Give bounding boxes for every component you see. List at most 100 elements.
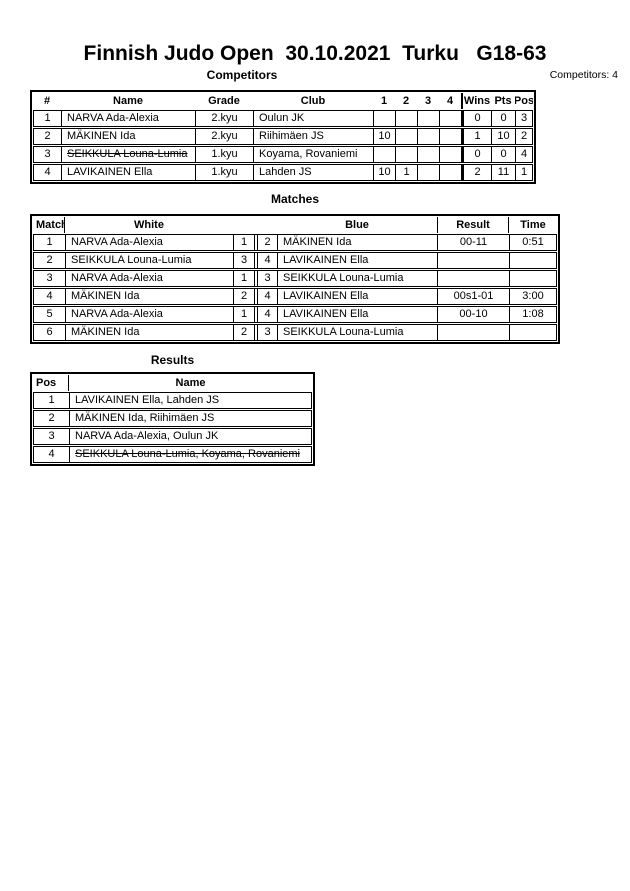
col-header-wins: Wins xyxy=(461,93,491,109)
cell-blue-comp-num: 4 xyxy=(258,289,278,304)
cell-blue-comp-num: 4 xyxy=(258,253,278,268)
col-header-match: Match xyxy=(33,217,65,233)
competitors-section-heading: Competitors xyxy=(206,68,278,82)
table-row: 2 MÄKINEN Ida 2.kyu Riihimäen JS 10 1 10… xyxy=(33,128,533,145)
cell-round-1 xyxy=(374,111,396,126)
cell-result xyxy=(438,325,510,340)
white-blue-divider xyxy=(254,325,258,340)
results-header-row: Pos Name xyxy=(33,375,312,391)
cell-blue-name: SEIKKULA Louna-Lumia xyxy=(278,325,438,340)
col-header-white: White xyxy=(134,218,164,231)
cell-round-1: 10 xyxy=(374,165,396,180)
col-header-number: # xyxy=(43,94,51,107)
results-table: Pos Name 1 LAVIKAINEN Ella, Lahden JS 2 … xyxy=(30,372,315,466)
cell-number: 4 xyxy=(34,165,62,180)
cell-name: LAVIKAINEN Ella, Lahden JS xyxy=(75,394,220,406)
col-header-round-1: 1 xyxy=(380,94,388,107)
col-header-time: Time xyxy=(520,218,546,231)
cell-white-comp-num: 2 xyxy=(240,290,248,302)
cell-result: 00-11 xyxy=(438,235,510,250)
col-header-blue: Blue xyxy=(345,218,369,231)
matches-header-row: Match White Blue Result Time xyxy=(33,217,557,233)
cell-pts: 0 xyxy=(492,147,516,162)
cell-blue-name: LAVIKAINEN Ella xyxy=(278,253,438,268)
cell-name: SEIKKULA Louna-Lumia, Koyama, Rovaniemi xyxy=(75,448,301,460)
cell-blue-name: LAVIKAINEN Ella xyxy=(278,307,438,322)
cell-white-comp-num: 2 xyxy=(240,326,248,338)
cell-round-1 xyxy=(374,147,396,162)
cell-time: 3:00 xyxy=(522,290,544,302)
cell-round-2: 1 xyxy=(396,165,418,180)
cell-pos: 4 xyxy=(34,447,70,462)
cell-round-4 xyxy=(440,129,462,144)
table-row: 5 NARVA Ada-Alexia 1 4 LAVIKAINEN Ella 0… xyxy=(33,306,557,323)
col-header-round-2: 2 xyxy=(402,94,410,107)
cell-blue-name: SEIKKULA Louna-Lumia xyxy=(278,271,438,286)
cell-blue-comp-num: 3 xyxy=(258,325,278,340)
cell-round-4 xyxy=(440,165,462,180)
cell-round-3 xyxy=(418,147,440,162)
cell-round-4 xyxy=(440,111,462,126)
col-header-pts: Pts xyxy=(494,94,512,107)
cell-grade: 1.kyu xyxy=(196,165,254,180)
cell-pos: 3 xyxy=(520,112,528,124)
cell-match-num: 4 xyxy=(34,289,66,304)
cell-blue-comp-num: 2 xyxy=(258,235,278,250)
cell-number: 3 xyxy=(34,147,62,162)
cell-time: 1:08 xyxy=(522,308,544,320)
cell-pos: 1 xyxy=(34,393,70,408)
competitors-count: Competitors: 4 xyxy=(549,69,618,81)
cell-number: 2 xyxy=(34,129,62,144)
cell-result xyxy=(438,271,510,286)
cell-white-name: MÄKINEN Ida xyxy=(66,325,234,340)
col-header-result: Result xyxy=(437,217,509,233)
col-header-round-4: 4 xyxy=(446,94,454,107)
cell-round-2 xyxy=(396,147,418,162)
cell-wins: 1 xyxy=(462,129,492,144)
cell-pos: 2 xyxy=(520,130,528,142)
cell-white-name: NARVA Ada-Alexia xyxy=(66,235,234,250)
col-header-name: Name xyxy=(113,94,143,107)
cell-club: Koyama, Rovaniemi xyxy=(254,147,374,162)
cell-wins: 0 xyxy=(462,111,492,126)
cell-name: MÄKINEN Ida xyxy=(62,129,196,144)
matches-table: Match White Blue Result Time 1 NARVA Ada… xyxy=(30,214,560,344)
cell-white-name: MÄKINEN Ida xyxy=(66,289,234,304)
white-blue-divider xyxy=(254,271,258,286)
cell-pos: 1 xyxy=(520,166,528,178)
cell-grade: 1.kyu xyxy=(196,147,254,162)
cell-blue-comp-num: 4 xyxy=(258,307,278,322)
table-row: 3 NARVA Ada-Alexia, Oulun JK xyxy=(33,428,312,445)
cell-name: NARVA Ada-Alexia xyxy=(62,111,196,126)
cell-name: MÄKINEN Ida, Riihimäen JS xyxy=(75,412,215,424)
white-blue-divider xyxy=(254,235,258,250)
cell-round-2 xyxy=(396,129,418,144)
cell-time xyxy=(510,253,556,268)
cell-name: LAVIKAINEN Ella xyxy=(62,165,196,180)
cell-pts: 11 xyxy=(492,165,516,180)
cell-pts: 10 xyxy=(492,129,516,144)
white-blue-divider xyxy=(254,307,258,322)
competitors-header-row: # Name Grade Club 1 2 3 4 Wins Pts Pos xyxy=(33,93,533,109)
cell-blue-comp-num: 3 xyxy=(258,271,278,286)
cell-time: 0:51 xyxy=(522,236,544,248)
competitors-table: # Name Grade Club 1 2 3 4 Wins Pts Pos 1… xyxy=(30,90,536,184)
cell-pos: 2 xyxy=(34,411,70,426)
cell-blue-name: LAVIKAINEN Ella xyxy=(278,289,438,304)
cell-round-3 xyxy=(418,129,440,144)
cell-round-3 xyxy=(418,165,440,180)
table-row: 6 MÄKINEN Ida 2 3 SEIKKULA Louna-Lumia xyxy=(33,324,557,341)
table-row: 4 MÄKINEN Ida 2 4 LAVIKAINEN Ella 00s1-0… xyxy=(33,288,557,305)
cell-white-name: NARVA Ada-Alexia xyxy=(66,271,234,286)
cell-club: Oulun JK xyxy=(254,111,374,126)
cell-white-comp-num: 1 xyxy=(240,272,248,284)
table-row: 1 NARVA Ada-Alexia 2.kyu Oulun JK 0 0 3 xyxy=(33,110,533,127)
page-title: Finnish Judo Open 30.10.2021 Turku G18-6… xyxy=(83,42,547,65)
col-header-grade: Grade xyxy=(208,94,240,107)
cell-number: 1 xyxy=(34,111,62,126)
table-row: 4 SEIKKULA Louna-Lumia, Koyama, Rovaniem… xyxy=(33,446,312,463)
cell-white-comp-num: 1 xyxy=(240,236,248,248)
col-header-blue-num xyxy=(257,217,277,233)
matches-section-heading: Matches xyxy=(270,192,320,206)
cell-match-num: 3 xyxy=(34,271,66,286)
